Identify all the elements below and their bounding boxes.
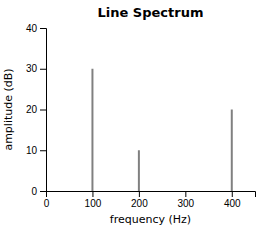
stem xyxy=(138,150,140,191)
x-axis-line xyxy=(47,192,256,198)
x-tick-mark xyxy=(185,191,186,197)
x-tick: 300 xyxy=(177,191,194,209)
y-tick-label: 20 xyxy=(26,104,38,115)
y-tick-label: 10 xyxy=(26,145,38,156)
y-axis-line xyxy=(40,29,47,192)
x-axis: 0 100 200 300 400 xyxy=(44,191,256,209)
y-axis-title: amplitude (dB) xyxy=(2,68,15,150)
y-tick-mark xyxy=(40,150,46,151)
marks xyxy=(92,69,231,191)
y-tick-mark xyxy=(40,191,46,192)
x-tick: 200 xyxy=(131,191,148,209)
y-tick-label: 30 xyxy=(26,63,38,74)
stem xyxy=(231,110,233,192)
title: Line Spectrum xyxy=(98,5,204,20)
x-tick-label: 200 xyxy=(131,198,148,209)
y-tick: 20 xyxy=(26,104,46,115)
x-tick-label: 0 xyxy=(44,198,50,209)
x-axis-title: frequency (Hz) xyxy=(110,213,191,226)
plot-area: 0 100 200 300 400 0 10 20 30 40 xyxy=(26,23,256,209)
y-tick: 40 xyxy=(26,23,46,34)
x-tick: 400 xyxy=(224,191,241,209)
x-tick-mark xyxy=(92,191,93,197)
x-tick-label: 400 xyxy=(224,198,241,209)
x-tick: 100 xyxy=(85,191,102,209)
x-tick: 0 xyxy=(44,191,50,209)
x-tick-mark xyxy=(232,191,233,197)
y-axis: 0 10 20 30 40 xyxy=(26,23,47,197)
y-tick: 10 xyxy=(26,145,46,156)
stem xyxy=(91,69,93,191)
y-tick-label: 0 xyxy=(31,186,37,197)
y-tick-mark xyxy=(40,69,46,70)
y-tick-label: 40 xyxy=(26,23,38,34)
y-tick-mark xyxy=(40,28,46,29)
y-tick: 30 xyxy=(26,63,46,74)
y-tick-mark xyxy=(40,110,46,111)
chart-container: 0 100 200 300 400 0 10 20 30 40 Line Spectrum frequ… xyxy=(0,0,269,231)
x-tick-label: 300 xyxy=(177,198,194,209)
chart-svg: 0 100 200 300 400 0 10 20 30 40 Line Spectrum frequ… xyxy=(0,0,269,231)
y-tick: 0 xyxy=(31,186,46,197)
x-tick-label: 100 xyxy=(85,198,102,209)
x-tick-mark xyxy=(139,191,140,197)
